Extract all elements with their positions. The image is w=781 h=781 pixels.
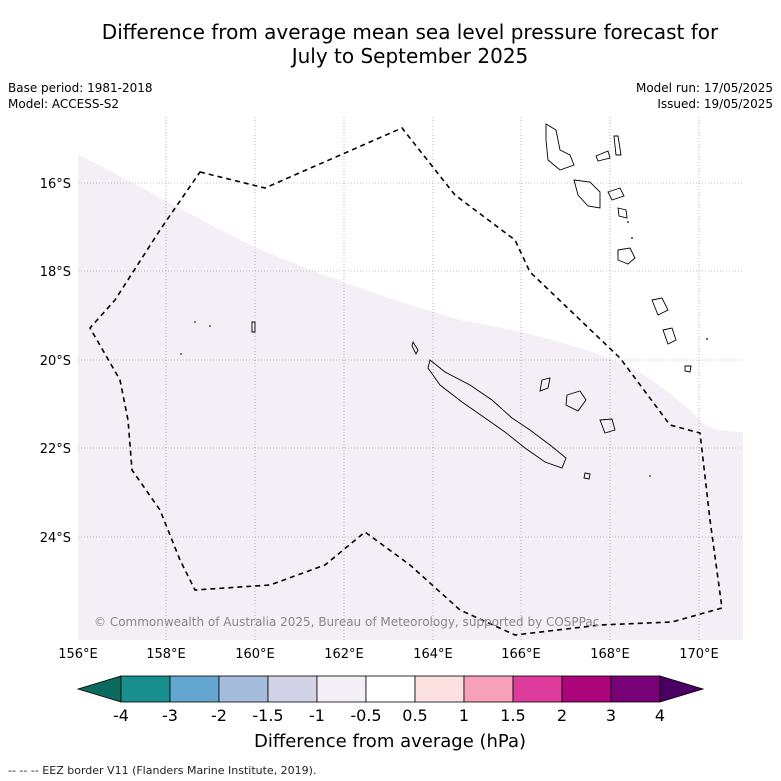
- walpole-island: [583, 472, 591, 480]
- lat-label-22s: 22°S: [40, 442, 71, 457]
- colorbar-label: Difference from average (hPa): [254, 731, 526, 752]
- malekula-island: [573, 179, 601, 209]
- pressure-anomaly-region: [78, 155, 743, 640]
- map-title-line-1: Difference from average mean sea level p…: [101, 20, 719, 44]
- lon-label-166e: 166°E: [501, 647, 541, 662]
- espiritu-santo-island: [545, 123, 575, 171]
- colorbar-tick-labels: -4 -3 -2 -1.5 -1 -0.5 0.5 1 1.5 2 3 4: [113, 706, 665, 725]
- issued-date: Issued: 19/05/2025: [657, 97, 773, 111]
- lon-label-158e: 158°E: [146, 647, 186, 662]
- lon-label-156e: 156°E: [58, 647, 98, 662]
- graticule: [78, 117, 743, 640]
- mare-island: [599, 418, 616, 434]
- colorbar-segment: [169, 675, 220, 703]
- colorbar-segment: [512, 675, 563, 703]
- ambrym-island: [607, 187, 625, 201]
- maewo-pentecost-island: [613, 135, 622, 156]
- lat-label-18s: 18°S: [40, 265, 71, 280]
- colorbar-tick-label: 2: [557, 706, 567, 725]
- longitude-labels: 156°E 158°E 160°E 162°E 164°E 166°E 168°…: [58, 647, 719, 662]
- colorbar-tick-label: 1.5: [500, 706, 525, 725]
- colorbar-segment: [414, 675, 465, 703]
- islet-dot: [627, 221, 629, 223]
- colorbar-tick-label: -3: [162, 706, 178, 725]
- islet-dot: [649, 475, 651, 477]
- map-title-line-2: July to September 2025: [291, 44, 529, 68]
- colorbar-segment: [218, 675, 269, 703]
- lat-label-20s: 20°S: [40, 354, 71, 369]
- model-name: Model: ACCESS-S2: [8, 97, 120, 111]
- lon-label-170e: 170°E: [679, 647, 719, 662]
- colorbar-tick-label: 4: [655, 706, 665, 725]
- islet-dot: [194, 321, 196, 323]
- colorbar-low-extend: [76, 675, 122, 703]
- colorbar-tick-label: -1.5: [252, 706, 283, 725]
- colorbar-tick-label: 0.5: [402, 706, 427, 725]
- islet-dot: [631, 237, 633, 239]
- base-period: Base period: 1981-2018: [8, 81, 153, 95]
- lon-label-168e: 168°E: [590, 647, 630, 662]
- lon-label-162e: 162°E: [324, 647, 364, 662]
- colorbar-segment: [316, 675, 367, 703]
- colorbar-segment: [267, 675, 318, 703]
- lon-label-164e: 164°E: [413, 647, 453, 662]
- belep-islands: [411, 340, 419, 356]
- islet-dot: [209, 325, 211, 327]
- colorbar-tick-label: 3: [606, 706, 616, 725]
- lon-label-160e: 160°E: [235, 647, 275, 662]
- lat-label-24s: 24°S: [40, 531, 71, 546]
- lat-label-16s: 16°S: [40, 177, 71, 192]
- chesterfield-islet: [251, 321, 256, 333]
- colorbar-segment: [610, 675, 661, 703]
- colorbar-tick-label: -1: [309, 706, 325, 725]
- colorbar-segment: [463, 675, 514, 703]
- colorbar-segment: [120, 675, 171, 703]
- eez-border: [89, 127, 723, 636]
- tanna-island: [662, 327, 677, 345]
- ouvea-island: [539, 377, 551, 392]
- copyright-notice: © Commonwealth of Australia 2025, Bureau…: [94, 615, 599, 629]
- colorbar: [76, 675, 705, 703]
- aneityum-island: [684, 365, 692, 373]
- model-run: Model run: 17/05/2025: [635, 81, 773, 95]
- eez-legend: -- -- -- EEZ border V11 (Flanders Marine…: [8, 764, 316, 777]
- epi-island: [617, 207, 628, 219]
- new-caledonia-island: [427, 359, 567, 469]
- colorbar-segment: [365, 675, 416, 703]
- lifou-island: [565, 390, 587, 412]
- colorbar-tick-label: -2: [211, 706, 227, 725]
- ambae-island: [595, 150, 611, 162]
- colorbar-tick-label: -4: [113, 706, 129, 725]
- colorbar-segment: [561, 675, 612, 703]
- latitude-labels: 16°S 18°S 20°S 22°S 24°S: [40, 177, 71, 546]
- colorbar-high-extend: [659, 675, 705, 703]
- colorbar-tick-label: -0.5: [350, 706, 381, 725]
- islet-dot: [180, 353, 182, 355]
- colorbar-tick-label: 1: [459, 706, 469, 725]
- map-area: [78, 117, 743, 640]
- efate-island: [617, 247, 636, 265]
- erromango-island: [651, 297, 669, 316]
- islet-dot: [706, 338, 708, 340]
